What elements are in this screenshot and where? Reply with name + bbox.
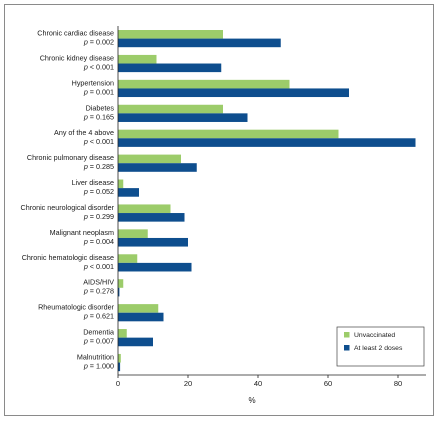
bar-rheumatologic-disorder-unvaccinated xyxy=(118,304,159,313)
p-value-rheumatologic-disorder: p = 0.621 xyxy=(83,312,114,321)
category-label-any-of-the-4-above: Any of the 4 above xyxy=(54,128,114,137)
bar-aids-hiv-unvaccinated xyxy=(118,279,124,288)
bar-malignant-neoplasm-at-least-2-doses xyxy=(118,237,188,247)
x-tick-label-20: 20 xyxy=(184,379,192,388)
x-tick-label-40: 40 xyxy=(254,379,262,388)
p-value-aids-hiv: p = 0.278 xyxy=(83,287,114,296)
bar-chronic-cardiac-disease-unvaccinated xyxy=(118,30,223,39)
bar-hypertension-at-least-2-doses xyxy=(118,88,349,98)
bar-chronic-neurological-disorder-at-least-2-doses xyxy=(118,213,185,222)
legend-swatch-unvaccinated xyxy=(344,332,350,338)
p-value-chronic-kidney-disease: p < 0.001 xyxy=(83,62,114,71)
legend-label-at-least-2-doses: At least 2 doses xyxy=(354,345,403,352)
x-axis-title: % xyxy=(248,396,255,405)
bar-dementia-at-least-2-doses xyxy=(118,337,153,347)
bar-chronic-pulmonary-disease-at-least-2-doses xyxy=(118,163,197,172)
legend: Unvaccinated At least 2 doses xyxy=(336,326,425,367)
category-label-aids-hiv: AIDS/HIV xyxy=(83,278,114,287)
bar-diabetes-unvaccinated xyxy=(118,104,223,114)
bar-malnutrition-at-least-2-doses xyxy=(118,362,121,372)
bar-diabetes-at-least-2-doses xyxy=(118,113,248,122)
bar-dementia-unvaccinated xyxy=(118,329,127,338)
p-value-chronic-cardiac-disease: p = 0.002 xyxy=(83,38,114,47)
bar-aids-hiv-at-least-2-doses xyxy=(118,287,120,297)
category-label-chronic-hematologic-disease: Chronic hematologic disease xyxy=(22,253,114,262)
plot-area xyxy=(117,26,416,375)
p-value-chronic-neurological-disorder: p = 0.299 xyxy=(83,212,114,221)
legend-label-unvaccinated: Unvaccinated xyxy=(354,332,395,339)
chart-frame xyxy=(4,4,434,416)
bar-chronic-hematologic-disease-at-least-2-doses xyxy=(118,262,192,272)
p-value-chronic-hematologic-disease: p < 0.001 xyxy=(83,262,114,271)
category-label-hypertension: Hypertension xyxy=(72,78,114,87)
p-value-any-of-the-4-above: p < 0.001 xyxy=(83,137,114,146)
p-value-malignant-neoplasm: p = 0.004 xyxy=(83,237,114,246)
bar-liver-disease-at-least-2-doses xyxy=(118,188,139,197)
category-label-chronic-kidney-disease: Chronic kidney disease xyxy=(40,53,114,62)
p-value-diabetes: p = 0.165 xyxy=(83,112,114,121)
bar-chronic-kidney-disease-at-least-2-doses xyxy=(118,63,222,73)
category-label-liver-disease: Liver disease xyxy=(72,178,114,187)
category-label-chronic-pulmonary-disease: Chronic pulmonary disease xyxy=(27,153,114,162)
p-value-malnutrition: p = 1.000 xyxy=(83,361,114,370)
bar-any-of-the-4-above-at-least-2-doses xyxy=(118,138,416,147)
p-value-liver-disease: p = 0.052 xyxy=(83,187,114,196)
category-label-diabetes: Diabetes xyxy=(86,103,115,112)
legend-box xyxy=(336,326,425,367)
category-label-malnutrition: Malnutrition xyxy=(77,352,114,361)
bar-chronic-pulmonary-disease-unvaccinated xyxy=(118,154,181,164)
legend-swatch-at-least-2-doses xyxy=(344,345,350,351)
bar-chronic-hematologic-disease-unvaccinated xyxy=(118,254,138,263)
x-tick-label-80: 80 xyxy=(394,379,402,388)
bar-chronic-kidney-disease-unvaccinated xyxy=(118,54,157,64)
bar-malignant-neoplasm-unvaccinated xyxy=(118,229,148,238)
p-value-chronic-pulmonary-disease: p = 0.285 xyxy=(83,162,114,171)
p-value-dementia: p = 0.007 xyxy=(83,337,114,346)
x-axis: 0 20 40 60 80 xyxy=(116,374,426,388)
bar-hypertension-unvaccinated xyxy=(118,79,290,89)
p-value-hypertension: p = 0.001 xyxy=(83,87,114,96)
bar-any-of-the-4-above-unvaccinated xyxy=(118,129,339,139)
category-label-rheumatologic-disorder: Rheumatologic disorder xyxy=(38,303,115,312)
x-tick-label-0: 0 xyxy=(116,379,120,388)
category-label-malignant-neoplasm: Malignant neoplasm xyxy=(50,228,114,237)
bar-malnutrition-unvaccinated xyxy=(118,353,121,363)
category-label-chronic-neurological-disorder: Chronic neurological disorder xyxy=(21,203,115,212)
category-label-chronic-cardiac-disease: Chronic cardiac disease xyxy=(37,29,114,38)
x-tick-label-60: 60 xyxy=(324,379,332,388)
bar-rheumatologic-disorder-at-least-2-doses xyxy=(118,312,164,322)
bar-chronic-cardiac-disease-at-least-2-doses xyxy=(118,38,281,48)
bar-chronic-neurological-disorder-unvaccinated xyxy=(118,204,171,214)
category-label-dementia: Dementia xyxy=(83,328,114,337)
bar-liver-disease-unvaccinated xyxy=(118,179,124,189)
